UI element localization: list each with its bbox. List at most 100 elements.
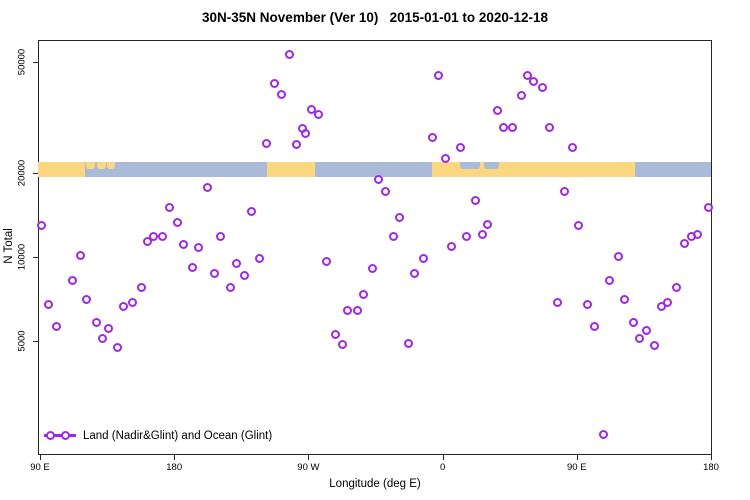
- data-point: [703, 202, 713, 212]
- x-tick-mark: [308, 455, 310, 460]
- data-point: [672, 283, 682, 293]
- data-point: [247, 206, 257, 216]
- data-point: [418, 253, 428, 263]
- data-point: [104, 323, 114, 333]
- data-point: [478, 230, 488, 240]
- data-point: [92, 317, 102, 327]
- x-axis-label: Longitude (deg E): [329, 478, 421, 490]
- map-strip-land-patch: [107, 162, 115, 169]
- data-point: [119, 302, 128, 312]
- data-point: [262, 138, 272, 148]
- data-point: [277, 90, 287, 100]
- data-point: [68, 275, 78, 285]
- data-point: [493, 106, 503, 116]
- data-point: [427, 133, 437, 143]
- land-ocean-map-strip: [38, 162, 711, 177]
- data-point: [388, 232, 398, 242]
- data-point: [552, 298, 562, 308]
- data-point: [291, 140, 301, 150]
- legend-circle-icon: [46, 431, 55, 440]
- x-tick-label: 180: [703, 462, 719, 473]
- legend-label: Land (Nadir&Glint) and Ocean (Glint): [83, 429, 273, 442]
- data-point: [693, 230, 703, 240]
- map-strip-land-segment: [266, 162, 316, 177]
- data-point: [663, 298, 673, 308]
- data-point: [441, 153, 451, 163]
- data-point: [75, 251, 85, 261]
- data-point: [381, 187, 391, 197]
- data-point: [215, 232, 225, 242]
- y-tick-mark: [33, 256, 38, 258]
- x-tick-label: 90 E: [30, 462, 50, 473]
- y-tick-mark: [33, 340, 38, 342]
- data-point: [368, 263, 378, 273]
- data-point: [455, 143, 465, 153]
- x-tick-mark: [442, 455, 444, 460]
- data-point: [239, 270, 249, 280]
- data-point: [187, 262, 197, 272]
- map-strip-ocean-segment: [634, 162, 711, 177]
- map-strip-ocean-segment: [85, 162, 267, 177]
- data-point: [44, 300, 54, 310]
- data-point: [359, 290, 369, 300]
- data-point: [470, 196, 480, 206]
- data-point: [403, 338, 413, 348]
- data-point: [338, 339, 348, 349]
- y-tick-label: 10000: [16, 243, 28, 271]
- data-point: [113, 342, 123, 352]
- data-point: [321, 256, 331, 266]
- map-strip-land-segment: [38, 162, 86, 177]
- data-point: [148, 232, 158, 242]
- data-point: [142, 236, 152, 246]
- legend: Land (Nadir&Glint) and Ocean (Glint): [44, 429, 272, 442]
- data-point: [209, 269, 219, 279]
- data-point: [499, 122, 509, 132]
- x-tick-mark: [711, 455, 712, 460]
- legend-line-circle-symbol: [44, 429, 76, 442]
- data-point: [590, 322, 600, 332]
- legend-circle-icon: [61, 431, 70, 440]
- data-point: [573, 220, 583, 230]
- data-point: [36, 220, 46, 230]
- y-tick-mark: [33, 62, 38, 63]
- y-axis-label: N Total: [3, 228, 15, 264]
- x-tick-label: 90 E: [567, 462, 587, 473]
- data-point: [538, 83, 547, 93]
- data-point: [634, 333, 644, 343]
- x-tick-mark: [576, 455, 578, 460]
- x-tick-label: 180: [166, 462, 183, 473]
- data-point: [98, 333, 108, 343]
- map-strip-land-segment: [432, 162, 635, 177]
- data-point: [649, 341, 659, 351]
- map-strip-ocean-patch: [460, 162, 480, 169]
- data-point: [232, 259, 242, 269]
- plot-area: [38, 40, 712, 455]
- data-point: [523, 71, 533, 81]
- data-point: [193, 243, 203, 253]
- x-tick-label: 90 W: [297, 462, 320, 473]
- data-point: [642, 325, 652, 335]
- data-point: [679, 238, 689, 248]
- map-strip-land-patch: [627, 162, 635, 169]
- data-point: [599, 430, 609, 440]
- data-point: [226, 283, 236, 293]
- data-point: [605, 276, 615, 286]
- data-point: [269, 79, 279, 89]
- x-tick-label: 0: [439, 462, 446, 473]
- data-point: [342, 306, 352, 316]
- y-tick-label: 5000: [16, 330, 28, 352]
- data-point: [657, 302, 667, 312]
- data-point: [517, 91, 527, 101]
- data-point: [482, 219, 492, 229]
- data-point: [461, 232, 471, 242]
- data-point: [178, 239, 188, 249]
- data-point: [300, 128, 310, 138]
- data-point: [254, 253, 264, 263]
- data-point: [136, 283, 146, 293]
- data-point: [620, 295, 629, 305]
- data-point: [306, 104, 316, 114]
- data-point: [545, 123, 555, 133]
- data-point: [172, 217, 182, 227]
- data-point: [284, 50, 294, 60]
- data-point: [447, 242, 457, 251]
